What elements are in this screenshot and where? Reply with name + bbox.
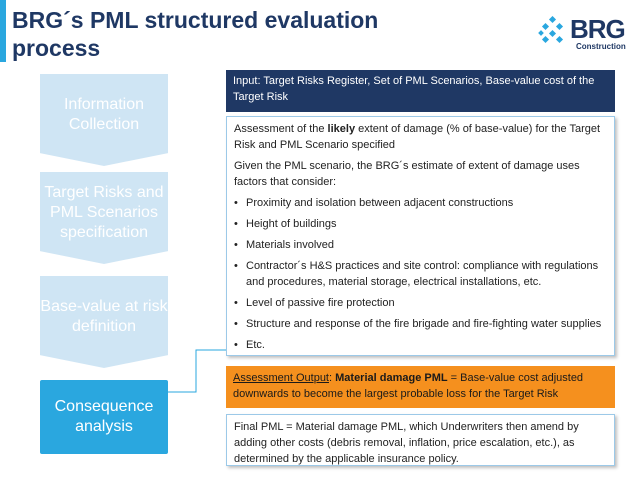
assessment-intro: Assessment of the likely extent of damag… <box>234 121 607 153</box>
title-accent-bar <box>0 0 6 62</box>
step-label: Target Risks and PML Scenarios specifica… <box>44 184 164 241</box>
assessment-intro-pre: Assessment of the <box>234 123 328 135</box>
step-label: Information Collection <box>63 96 145 133</box>
output-colon: : <box>329 372 336 384</box>
step-consequence-analysis: Consequence analysis <box>40 380 168 454</box>
list-item: Proximity and isolation between adjacent… <box>234 195 607 211</box>
brg-logo-text: BRG <box>570 14 626 44</box>
assessment-intro-bold: likely <box>327 123 356 135</box>
step-label: Base-value at risk definition <box>40 298 168 335</box>
input-box: Input: Target Risks Register, Set of PML… <box>226 70 615 112</box>
output-bold: Material damage PML <box>335 372 448 384</box>
list-item: Contractor´s H&S practices and site cont… <box>234 258 607 290</box>
output-label: Assessment Output <box>233 372 329 384</box>
list-item: Level of passive fire protection <box>234 295 607 311</box>
assessment-box: Assessment of the likely extent of damag… <box>226 116 615 356</box>
final-pml-box: Final PML = Material damage PML, which U… <box>226 414 615 466</box>
brg-logo-subtitle: Construction <box>576 42 626 51</box>
assessment-intro-post: extent of damage (% of base-value) for t… <box>234 123 601 151</box>
list-item: Etc. <box>234 337 607 353</box>
assessment-lead: Given the PML scenario, the BRG´s estima… <box>234 160 580 188</box>
factor-list: Proximity and isolation between adjacent… <box>234 195 607 353</box>
page-title: BRG´s PML structured evaluation process <box>12 7 379 61</box>
list-item: Height of buildings <box>234 216 607 232</box>
step-label: Consequence analysis <box>54 398 154 435</box>
assessment-output-box: Assessment Output: Material damage PML =… <box>226 366 615 408</box>
brg-logo: BRG Construction <box>538 14 628 56</box>
brg-logo-mark-icon <box>538 16 564 44</box>
step-information-collection: Information Collection <box>40 74 168 166</box>
output-text: = Base-value cost adjusted downwards to … <box>233 372 584 400</box>
step-target-risks-pml-scenarios: Target Risks and PML Scenarios specifica… <box>40 172 168 264</box>
step-base-value-definition: Base-value at risk definition <box>40 276 168 368</box>
list-item: Structure and response of the fire briga… <box>234 316 607 332</box>
list-item: Materials involved <box>234 237 607 253</box>
